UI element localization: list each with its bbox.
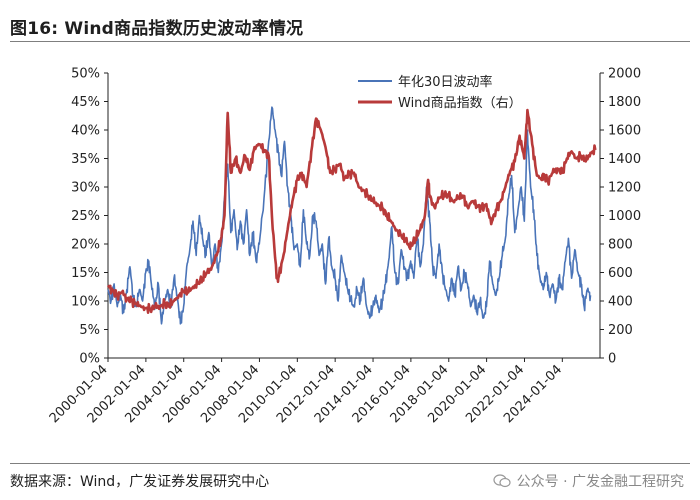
figure-header: 图16: Wind商品指数历史波动率情况 — [10, 8, 690, 42]
legend-volatility-label: 年化30日波动率 — [398, 74, 493, 90]
watermark-text: 公众号 · 广发金融工程研究 — [516, 474, 684, 490]
legend: 年化30日波动率 Wind商品指数（右） — [358, 74, 522, 111]
footer-divider — [10, 463, 690, 464]
y-right-tick-label: 1800 — [608, 95, 641, 110]
chart-area: 0% 5% 10% 15% 20% 25% 30% 35% 40% 45% 50% 0 200 400 6… — [0, 40, 700, 458]
y-left-tick-label: 5% — [79, 323, 100, 338]
y-left-tick-label: 25% — [71, 209, 100, 224]
y-right-tick-label: 1600 — [608, 124, 641, 139]
header-divider — [10, 41, 690, 42]
figure-title: 图16: Wind商品指数历史波动率情况 — [10, 19, 304, 39]
y-right-tick-label: 200 — [608, 323, 633, 338]
volatility-index-chart: 0% 5% 10% 15% 20% 25% 30% 35% 40% 45% 50% 0 200 400 6… — [47, 67, 641, 427]
y-right-tick-label: 400 — [608, 295, 633, 310]
y-right-tick-label: 1400 — [608, 152, 641, 167]
legend-index-label: Wind商品指数（右） — [398, 96, 522, 111]
y-left-tick-label: 10% — [71, 295, 100, 310]
x-axis: 2000-01-042002-01-042004-01-042006-01-04… — [47, 358, 565, 426]
wechat-icon — [493, 474, 511, 488]
source-note: 数据来源：Wind，广发证券发展研究中心 — [10, 474, 270, 490]
index-series-line — [106, 108, 597, 314]
y-left-tick-label: 30% — [71, 181, 100, 196]
y-left-tick-label: 45% — [71, 95, 100, 110]
y-left-tick-label: 40% — [71, 124, 100, 139]
y-right-tick-label: 2000 — [608, 67, 641, 82]
watermark: 公众号 · 广发金融工程研究 — [493, 471, 684, 491]
series-layer — [106, 106, 597, 325]
y-left-tick-label: 0% — [79, 352, 100, 367]
y-right-tick-label: 1200 — [608, 181, 641, 196]
y-left-tick-label: 35% — [71, 152, 100, 167]
y-left-tick-label: 15% — [71, 266, 100, 281]
volatility-series-line — [107, 106, 592, 325]
y-right-tick-label: 800 — [608, 238, 633, 253]
y-left-tick-label: 50% — [71, 67, 100, 82]
y-left-tick-label: 20% — [71, 238, 100, 253]
y-axis-left: 0% 5% 10% 15% 20% 25% 30% 35% 40% 45% 50% — [71, 67, 108, 367]
y-right-tick-label: 1000 — [608, 209, 641, 224]
figure-footer: 数据来源：Wind，广发证券发展研究中心 公众号 · 广发金融工程研究 — [10, 463, 690, 493]
y-right-tick-label: 600 — [608, 266, 633, 281]
y-right-tick-label: 0 — [608, 352, 616, 367]
y-axis-right: 0 200 400 600 800 1000 1200 1400 1600 1800 2000 — [600, 67, 641, 367]
